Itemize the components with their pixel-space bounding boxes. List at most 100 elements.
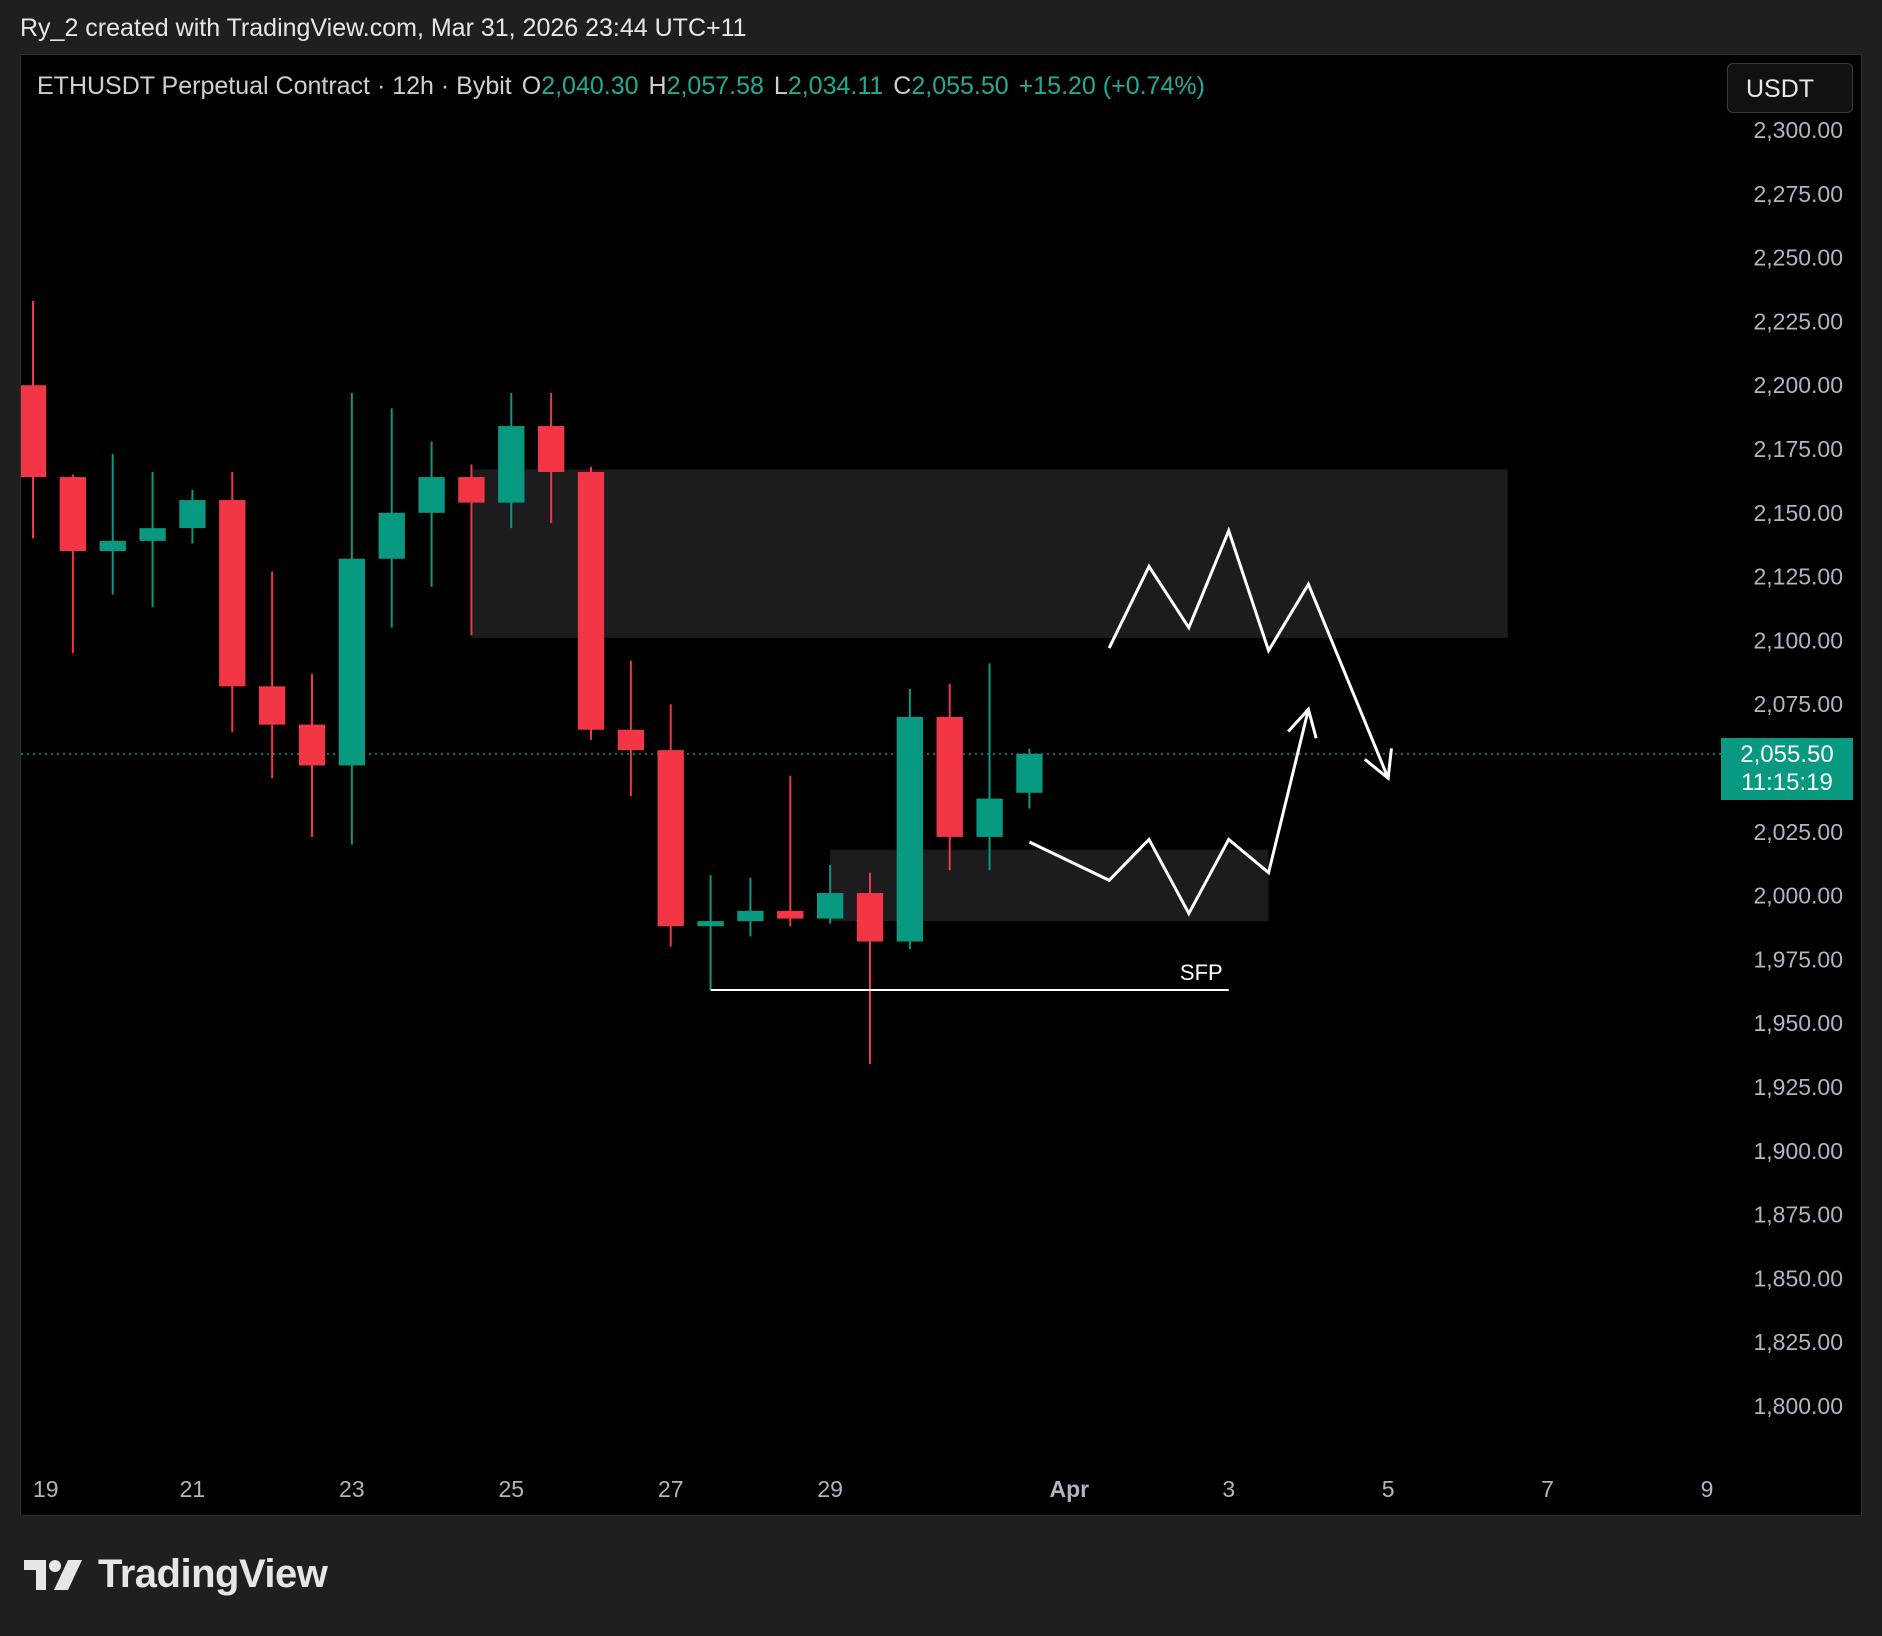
y-tick-label: 2,250.00 [1753, 245, 1843, 271]
candle [139, 471, 166, 608]
y-tick-label: 1,975.00 [1753, 946, 1843, 972]
x-tick-label: 25 [498, 1476, 524, 1502]
candle [936, 683, 963, 871]
candle-body [219, 500, 246, 687]
y-tick-label: 1,850.00 [1753, 1265, 1843, 1291]
x-tick-label: 7 [1541, 1476, 1554, 1502]
candle [697, 875, 724, 991]
x-tick-label: 9 [1701, 1476, 1714, 1502]
x-tick-label: 5 [1382, 1476, 1395, 1502]
candle [777, 775, 804, 927]
close-label: C [893, 72, 912, 100]
candle-body [617, 729, 645, 751]
high-label: H [648, 72, 667, 100]
candle-body [697, 921, 724, 927]
last-price-value: 2,055.50 [1740, 740, 1834, 768]
y-tick-label: 1,875.00 [1753, 1202, 1843, 1228]
candle [59, 474, 87, 654]
projection-arrowhead [1363, 748, 1393, 782]
candle-body [99, 540, 126, 552]
y-tick-label: 2,150.00 [1753, 500, 1843, 526]
candle-body [298, 724, 326, 766]
candle [21, 301, 47, 539]
y-tick-label: 1,800.00 [1753, 1393, 1843, 1419]
y-tick-label: 1,950.00 [1753, 1010, 1843, 1036]
candle [179, 489, 206, 544]
y-tick-label: 1,925.00 [1753, 1074, 1843, 1100]
candle-body [657, 750, 684, 927]
candle-body [737, 910, 764, 922]
brand-name: TradingView [98, 1552, 328, 1596]
bar-countdown: 11:15:19 [1741, 768, 1833, 796]
open-label: O [521, 72, 542, 100]
high-value: 2,057.58 [666, 72, 764, 100]
candle-body [338, 558, 366, 766]
low-label: L [773, 72, 788, 100]
candle [418, 441, 445, 587]
candle-body [577, 471, 605, 730]
projection-arrowhead [1287, 706, 1318, 739]
candle-body [258, 686, 286, 725]
x-tick-label: Apr [1049, 1476, 1089, 1502]
candle [737, 877, 764, 937]
candle [896, 688, 924, 950]
candle-body [378, 512, 405, 559]
x-tick-label: 3 [1222, 1476, 1235, 1502]
y-tick-label: 2,200.00 [1753, 372, 1843, 398]
candlestick-chart[interactable]: SFP 2,300.00 2,275.00 2,250.00 2,225.00 2,200… [21, 55, 1862, 1516]
candle-body [537, 426, 565, 472]
candle-body [59, 477, 87, 552]
candle [816, 864, 844, 924]
candle-body [816, 893, 844, 919]
supply-zone [471, 469, 1508, 638]
candle-body [498, 426, 525, 503]
projection-path [1028, 708, 1310, 917]
tradingview-logo[interactable]: TradingView [24, 1552, 328, 1597]
x-tick-label: 23 [339, 1476, 365, 1502]
candle [219, 471, 246, 733]
candle-body [418, 477, 445, 513]
candle [1016, 748, 1043, 809]
candle [577, 466, 605, 740]
candle [258, 571, 286, 779]
y-tick-label: 1,900.00 [1753, 1138, 1843, 1164]
currency-button[interactable]: USDT [1727, 63, 1853, 113]
candle [458, 464, 485, 636]
candle-body [777, 910, 804, 919]
y-tick-label: 2,075.00 [1753, 691, 1843, 717]
candle-body [21, 385, 47, 478]
candle [657, 704, 684, 947]
y-tick-label: 2,025.00 [1753, 819, 1843, 845]
y-tick-label: 2,275.00 [1753, 181, 1843, 207]
y-tick-label: 2,300.00 [1753, 117, 1843, 143]
y-tick-label: 2,100.00 [1753, 627, 1843, 653]
close-value: 2,055.50 [911, 72, 1009, 100]
y-tick-label: 2,175.00 [1753, 436, 1843, 462]
symbol-legend: ETHUSDT Perpetual Contract · 12h · Bybit… [37, 72, 1205, 101]
candle-body [856, 893, 884, 942]
x-tick-label: 29 [817, 1476, 843, 1502]
change-value: +15.20 (+0.74%) [1018, 72, 1205, 100]
candle-body [458, 477, 485, 503]
chart-panel[interactable]: SFP 2,300.00 2,275.00 2,250.00 2,225.00 2,200… [20, 54, 1862, 1516]
y-tick-label: 2,225.00 [1753, 308, 1843, 334]
candle-body [936, 716, 963, 837]
candle-body [896, 716, 924, 942]
y-tick-label: 2,000.00 [1753, 883, 1843, 909]
candle-body [1016, 753, 1043, 793]
candle [298, 673, 326, 837]
candle [856, 872, 884, 1065]
candle [617, 660, 645, 797]
y-tick-label: 1,825.00 [1753, 1329, 1843, 1355]
attribution-text: Ry_2 created with TradingView.com, Mar 3… [20, 14, 747, 42]
x-tick-label: 19 [33, 1476, 59, 1502]
candle-body [179, 500, 206, 529]
candle-body [139, 528, 166, 541]
x-tick-label: 27 [658, 1476, 684, 1502]
y-tick-label: 2,125.00 [1753, 564, 1843, 590]
projection-path [1107, 526, 1390, 779]
candle [338, 392, 366, 845]
candle [498, 392, 525, 529]
candle [99, 454, 126, 595]
x-tick-label: 21 [180, 1476, 206, 1502]
